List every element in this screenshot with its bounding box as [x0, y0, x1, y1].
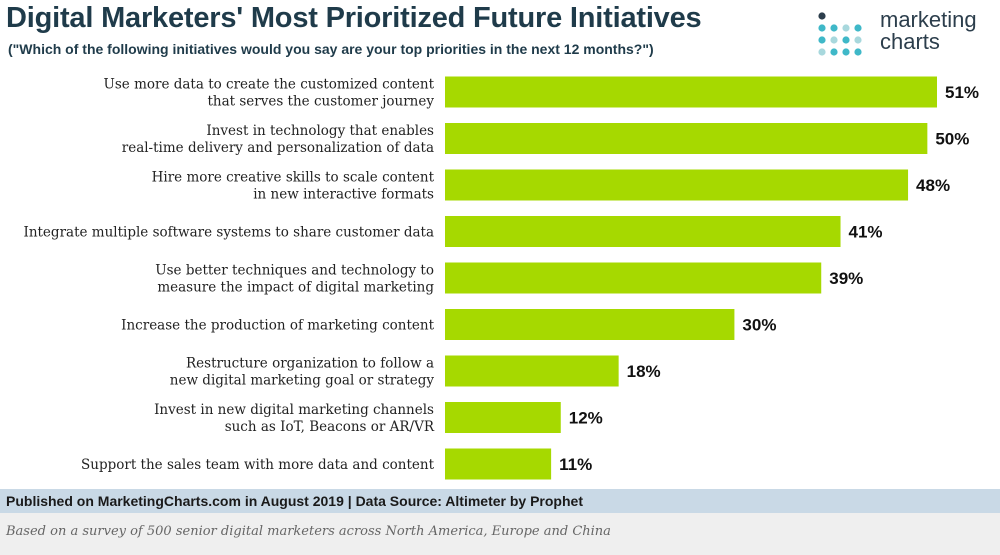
bar-6 [445, 309, 735, 340]
category-label-3: Hire more creative skills to scale conte… [152, 170, 435, 203]
bar-9 [445, 448, 552, 480]
category-label-8: Invest in new digital marketing channels… [154, 402, 435, 435]
category-label-5: Use better techniques and technology to m… [155, 263, 434, 296]
bar-2 [445, 123, 928, 154]
bar-7 [445, 355, 619, 387]
value-label-1: 51% [945, 83, 979, 102]
category-label-1: Use more data to create the customized c… [103, 77, 434, 110]
survey-note: Based on a survey of 500 senior digital … [6, 524, 611, 539]
value-label-6: 30% [742, 316, 776, 335]
logo-line-1: marketing [880, 7, 977, 32]
value-label-8: 12% [569, 409, 603, 428]
category-label-line: in new interactive formats [253, 187, 434, 203]
category-label-line: Invest in new digital marketing channels [154, 402, 434, 418]
category-label-line: Use more data to create the customized c… [103, 77, 434, 93]
category-label-line: new digital marketing goal or strategy [170, 373, 435, 389]
bar-8 [445, 402, 561, 433]
category-label-line: Restructure organization to follow a [186, 356, 434, 372]
bar-3 [445, 169, 909, 201]
category-label-2: Invest in technology that enables real-ti… [122, 123, 434, 156]
category-label-line: that serves the customer journey [207, 94, 434, 110]
category-label-line: real-time delivery and personalization o… [122, 140, 434, 156]
value-label-4: 41% [849, 223, 883, 242]
logo-wordmark: marketing charts [880, 9, 977, 53]
category-label-line: measure the impact of digital marketing [157, 280, 434, 296]
category-label-line: Invest in technology that enables [206, 123, 434, 139]
value-label-2: 50% [935, 130, 969, 149]
chart-subtitle: ("Which of the following initiatives wou… [8, 41, 654, 57]
value-label-9: 11% [559, 455, 592, 474]
value-label-3: 48% [916, 176, 950, 195]
category-label-line: Integrate multiple software systems to s… [23, 225, 434, 241]
bar-5 [445, 262, 822, 294]
category-label-line: Use better techniques and technology to [155, 263, 434, 279]
note-bar: Based on a survey of 500 senior digital … [0, 513, 1000, 555]
category-label-line: such as IoT, Beacons or AR/VR [225, 419, 435, 435]
chart-title: Digital Marketers' Most Prioritized Futu… [6, 2, 702, 34]
source-bar: Published on MarketingCharts.com in Augu… [0, 489, 1000, 513]
category-label-line: Hire more creative skills to scale conte… [152, 170, 435, 186]
category-label-4: Integrate multiple software systems to s… [23, 225, 434, 241]
bar-4 [445, 216, 841, 247]
category-label-line: Increase the production of marketing con… [121, 318, 434, 334]
marketingcharts-logo[interactable]: marketing charts [816, 9, 996, 60]
logo-dots-icon [818, 12, 862, 56]
category-label-7: Restructure organization to follow a new … [170, 356, 435, 389]
logo-line-2: charts [880, 29, 940, 54]
bar-1 [445, 76, 937, 108]
category-label-9: Support the sales team with more data an… [81, 457, 435, 473]
value-label-5: 39% [829, 269, 863, 288]
category-label-line: Support the sales team with more data an… [81, 457, 435, 473]
source-text: Published on MarketingCharts.com in Augu… [6, 493, 583, 509]
bar-chart: 51% Use more data to create the customize… [23, 76, 979, 480]
value-label-7: 18% [627, 362, 661, 381]
category-label-6: Increase the production of marketing con… [121, 318, 434, 334]
